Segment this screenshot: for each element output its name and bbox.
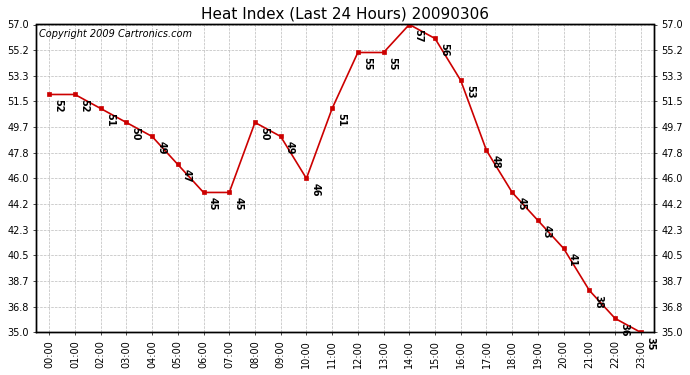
Text: 36: 36 (619, 322, 629, 336)
Text: 45: 45 (233, 196, 244, 210)
Text: 55: 55 (388, 57, 397, 70)
Text: 50: 50 (259, 127, 269, 140)
Text: 49: 49 (156, 141, 166, 154)
Text: 56: 56 (440, 43, 449, 56)
Text: 43: 43 (542, 225, 552, 238)
Text: 41: 41 (568, 253, 578, 266)
Text: 45: 45 (208, 196, 217, 210)
Text: 57: 57 (413, 28, 424, 42)
Text: 52: 52 (53, 99, 63, 112)
Text: 48: 48 (491, 154, 501, 168)
Text: 38: 38 (593, 295, 604, 308)
Text: 49: 49 (285, 141, 295, 154)
Text: 53: 53 (465, 85, 475, 98)
Text: 46: 46 (310, 183, 321, 196)
Text: 55: 55 (362, 57, 372, 70)
Text: 52: 52 (79, 99, 89, 112)
Text: 45: 45 (516, 196, 526, 210)
Text: Copyright 2009 Cartronics.com: Copyright 2009 Cartronics.com (39, 29, 193, 39)
Text: 51: 51 (336, 112, 346, 126)
Text: 35: 35 (645, 337, 655, 350)
Text: 47: 47 (182, 169, 192, 182)
Title: Heat Index (Last 24 Hours) 20090306: Heat Index (Last 24 Hours) 20090306 (201, 7, 489, 22)
Text: 50: 50 (130, 127, 141, 140)
Text: 51: 51 (105, 112, 115, 126)
